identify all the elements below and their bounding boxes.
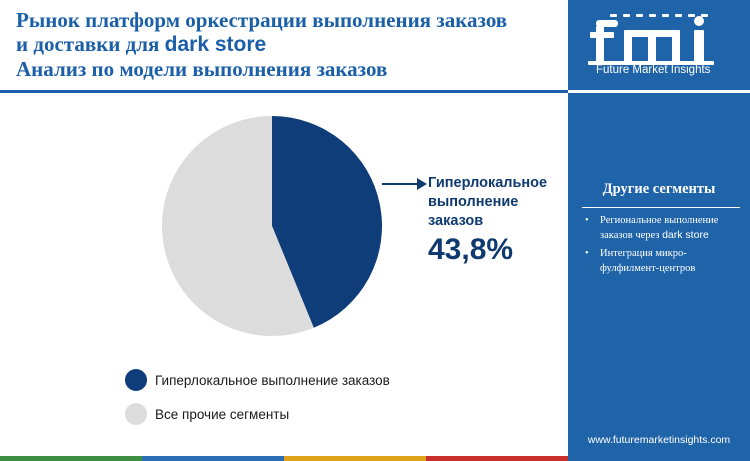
bottom-bar-segment (284, 456, 426, 461)
chart-legend: Гиперлокальное выполнение заказов Все пр… (125, 367, 390, 435)
brand-name: Future Market Insights (596, 64, 711, 76)
title-line-1: Рынок платформ оркестрации выполнения за… (16, 8, 508, 32)
sidebar-divider (568, 90, 750, 93)
list-item: Региональное выполнение заказов через da… (584, 213, 740, 243)
legend-swatch-hyperlocal (125, 369, 147, 391)
title-divider (0, 90, 568, 93)
pie-chart (161, 116, 427, 336)
main-panel: Рынок платформ оркестрации выполнения за… (0, 8, 568, 461)
title-line-2-bold: dark store (164, 33, 267, 56)
callout-value: 43,8% (428, 233, 514, 266)
legend-item-hyperlocal: Гиперлокальное выполнение заказов (125, 367, 390, 393)
sidebar-heading-rule (582, 207, 740, 208)
pie-slice-others (161, 116, 314, 336)
bottom-bar-segment (142, 456, 284, 461)
sidebar-heading: Другие сегменты (602, 181, 716, 197)
fmi-logo (588, 14, 714, 65)
bottom-color-bar (0, 456, 568, 461)
bottom-bar-segment (426, 456, 568, 461)
sidebar: Future Market Insights Другие сегменты Р… (568, 0, 750, 461)
legend-label-others: Все прочие сегменты (155, 406, 290, 422)
title-line-3: Анализ по модели выполнения заказов (16, 57, 388, 81)
bottom-bar-segment (0, 456, 142, 461)
list-item-text: Региональное выполнение заказов через (600, 215, 719, 241)
other-segments-list: Региональное выполнение заказов через da… (584, 213, 740, 279)
pie-slice-hyperlocal (272, 116, 382, 328)
list-item-text-sans: dark store (662, 229, 709, 241)
list-item-text: Интеграция микро-фулфилмент-центров (600, 248, 696, 274)
legend-swatch-others (125, 403, 147, 425)
legend-label-hyperlocal: Гиперлокальное выполнение заказов (155, 372, 390, 388)
page-title: Рынок платформ оркестрации выполнения за… (16, 8, 564, 81)
title-line-2-prefix: и доставки для (16, 32, 165, 56)
legend-item-others: Все прочие сегменты (125, 401, 390, 427)
website-link[interactable]: www.futuremarketinsights.com (587, 434, 731, 446)
callout-label: Гиперлокальное выполнение заказов (428, 175, 548, 229)
list-item: Интеграция микро-фулфилмент-центров (584, 246, 740, 276)
title-line-2: и доставки для dark store (16, 32, 564, 57)
callout-arrow-icon (417, 178, 427, 190)
